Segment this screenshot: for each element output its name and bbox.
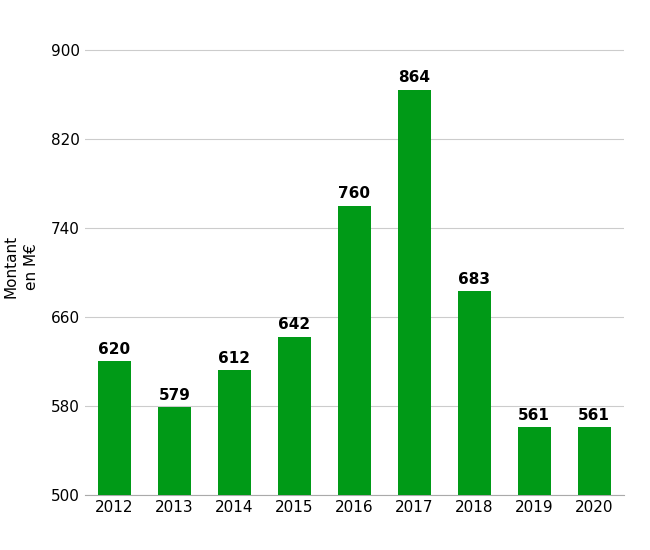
Text: 620: 620 [98,342,131,357]
Bar [517,427,551,550]
Text: 561: 561 [578,408,610,422]
Text: 683: 683 [458,272,490,287]
Text: 561: 561 [518,408,550,422]
Bar [578,427,610,550]
Bar [98,361,131,550]
Bar [398,90,431,550]
Bar [278,337,311,550]
Text: 612: 612 [218,351,250,366]
Bar [158,407,191,550]
Bar [338,206,370,550]
Text: 642: 642 [278,317,310,332]
Y-axis label: Montant
en M€: Montant en M€ [3,235,40,298]
Text: 864: 864 [398,70,430,85]
Bar [458,292,491,550]
Text: 579: 579 [159,388,190,403]
Text: 760: 760 [338,186,370,201]
Bar [218,370,251,550]
